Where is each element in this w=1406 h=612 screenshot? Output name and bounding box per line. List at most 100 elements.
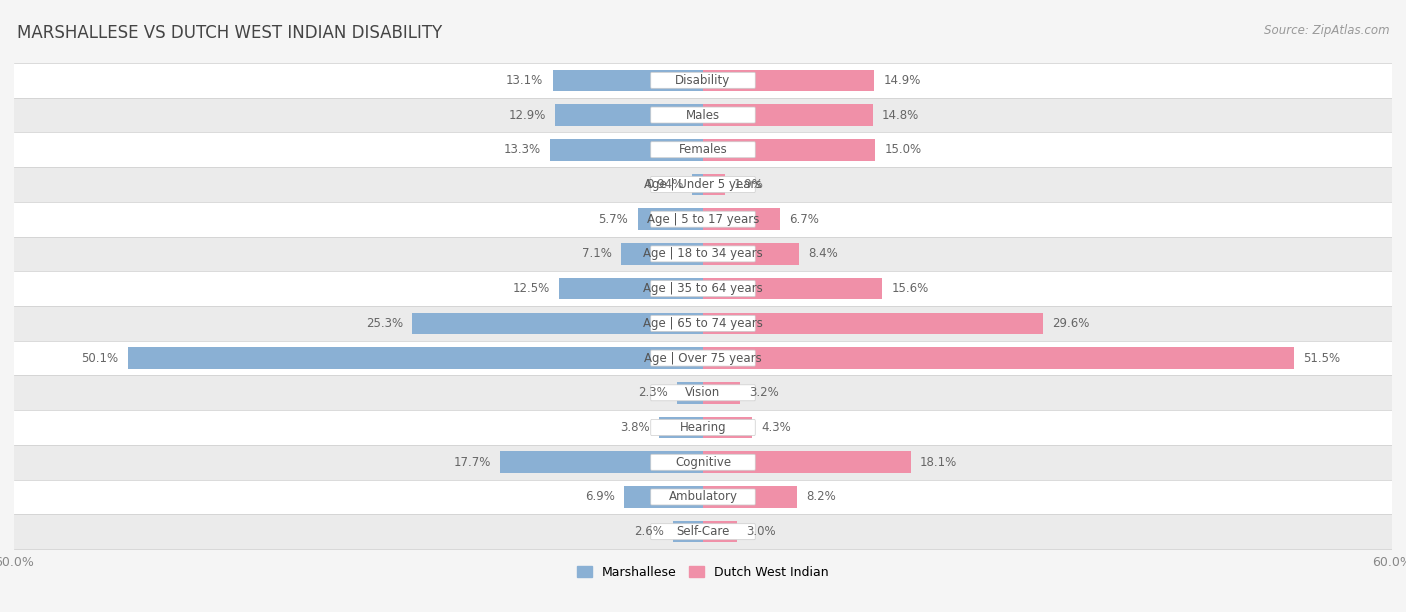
Text: Cognitive: Cognitive — [675, 456, 731, 469]
Text: 4.3%: 4.3% — [762, 421, 792, 434]
Text: 3.8%: 3.8% — [620, 421, 650, 434]
Bar — [128, 348, 703, 369]
Text: 13.1%: 13.1% — [506, 74, 543, 87]
Bar — [703, 382, 740, 403]
Bar — [550, 139, 703, 160]
Text: Ambulatory: Ambulatory — [668, 490, 738, 504]
Bar — [14, 237, 1392, 271]
Text: 2.3%: 2.3% — [638, 386, 668, 399]
Text: Age | Over 75 years: Age | Over 75 years — [644, 351, 762, 365]
Bar — [14, 63, 1392, 98]
FancyBboxPatch shape — [651, 315, 755, 331]
FancyBboxPatch shape — [651, 107, 755, 123]
Text: 18.1%: 18.1% — [920, 456, 957, 469]
Bar — [14, 410, 1392, 445]
FancyBboxPatch shape — [651, 211, 755, 227]
Bar — [703, 452, 911, 473]
Bar — [637, 209, 703, 230]
Bar — [14, 514, 1392, 549]
Bar — [412, 313, 703, 334]
Text: Females: Females — [679, 143, 727, 156]
Bar — [703, 348, 1295, 369]
Text: 2.6%: 2.6% — [634, 525, 664, 538]
Text: Age | 18 to 34 years: Age | 18 to 34 years — [643, 247, 763, 261]
Text: Age | 65 to 74 years: Age | 65 to 74 years — [643, 317, 763, 330]
Bar — [703, 174, 725, 195]
Bar — [676, 382, 703, 403]
Text: 6.7%: 6.7% — [789, 213, 818, 226]
Text: Hearing: Hearing — [679, 421, 727, 434]
FancyBboxPatch shape — [651, 281, 755, 297]
Text: 8.4%: 8.4% — [808, 247, 838, 261]
Text: 51.5%: 51.5% — [1303, 351, 1341, 365]
Bar — [703, 209, 780, 230]
Text: 7.1%: 7.1% — [582, 247, 612, 261]
Text: 3.2%: 3.2% — [749, 386, 779, 399]
Bar — [703, 486, 797, 508]
Text: 14.8%: 14.8% — [882, 108, 920, 122]
Text: 29.6%: 29.6% — [1052, 317, 1090, 330]
Bar — [14, 167, 1392, 202]
FancyBboxPatch shape — [651, 489, 755, 505]
Text: Vision: Vision — [685, 386, 721, 399]
Text: 13.3%: 13.3% — [503, 143, 541, 156]
Bar — [703, 278, 882, 299]
Bar — [14, 306, 1392, 341]
Text: 8.2%: 8.2% — [807, 490, 837, 504]
Bar — [703, 104, 873, 126]
Bar — [560, 278, 703, 299]
Bar — [499, 452, 703, 473]
Text: 17.7%: 17.7% — [453, 456, 491, 469]
FancyBboxPatch shape — [651, 454, 755, 470]
FancyBboxPatch shape — [651, 420, 755, 436]
Text: MARSHALLESE VS DUTCH WEST INDIAN DISABILITY: MARSHALLESE VS DUTCH WEST INDIAN DISABIL… — [17, 24, 441, 42]
Bar — [692, 174, 703, 195]
Bar — [14, 98, 1392, 132]
Bar — [703, 521, 738, 542]
Text: 12.9%: 12.9% — [509, 108, 546, 122]
Bar — [703, 417, 752, 438]
Bar — [703, 139, 875, 160]
Text: Age | 5 to 17 years: Age | 5 to 17 years — [647, 213, 759, 226]
Text: 14.9%: 14.9% — [883, 74, 921, 87]
Text: Males: Males — [686, 108, 720, 122]
Bar — [14, 271, 1392, 306]
Bar — [621, 243, 703, 264]
Bar — [555, 104, 703, 126]
Text: 12.5%: 12.5% — [513, 282, 550, 295]
Bar — [703, 243, 800, 264]
FancyBboxPatch shape — [651, 142, 755, 158]
Text: 1.9%: 1.9% — [734, 178, 763, 191]
Text: Disability: Disability — [675, 74, 731, 87]
FancyBboxPatch shape — [651, 385, 755, 401]
Bar — [14, 375, 1392, 410]
Bar — [703, 70, 875, 91]
Bar — [14, 480, 1392, 514]
Text: 0.94%: 0.94% — [645, 178, 683, 191]
Bar — [659, 417, 703, 438]
Text: 5.7%: 5.7% — [599, 213, 628, 226]
Bar — [14, 132, 1392, 167]
Bar — [624, 486, 703, 508]
Text: Self-Care: Self-Care — [676, 525, 730, 538]
Text: Source: ZipAtlas.com: Source: ZipAtlas.com — [1264, 24, 1389, 37]
Bar — [14, 202, 1392, 237]
FancyBboxPatch shape — [651, 246, 755, 262]
FancyBboxPatch shape — [651, 72, 755, 88]
Text: 6.9%: 6.9% — [585, 490, 614, 504]
FancyBboxPatch shape — [651, 524, 755, 540]
FancyBboxPatch shape — [651, 176, 755, 192]
FancyBboxPatch shape — [651, 350, 755, 366]
Text: 50.1%: 50.1% — [82, 351, 118, 365]
Text: 15.6%: 15.6% — [891, 282, 928, 295]
Bar — [553, 70, 703, 91]
Bar — [673, 521, 703, 542]
Text: Age | Under 5 years: Age | Under 5 years — [644, 178, 762, 191]
Bar — [14, 341, 1392, 375]
Bar — [703, 313, 1043, 334]
Legend: Marshallese, Dutch West Indian: Marshallese, Dutch West Indian — [572, 561, 834, 584]
Text: 3.0%: 3.0% — [747, 525, 776, 538]
Bar — [14, 445, 1392, 480]
Text: Age | 35 to 64 years: Age | 35 to 64 years — [643, 282, 763, 295]
Text: 25.3%: 25.3% — [366, 317, 404, 330]
